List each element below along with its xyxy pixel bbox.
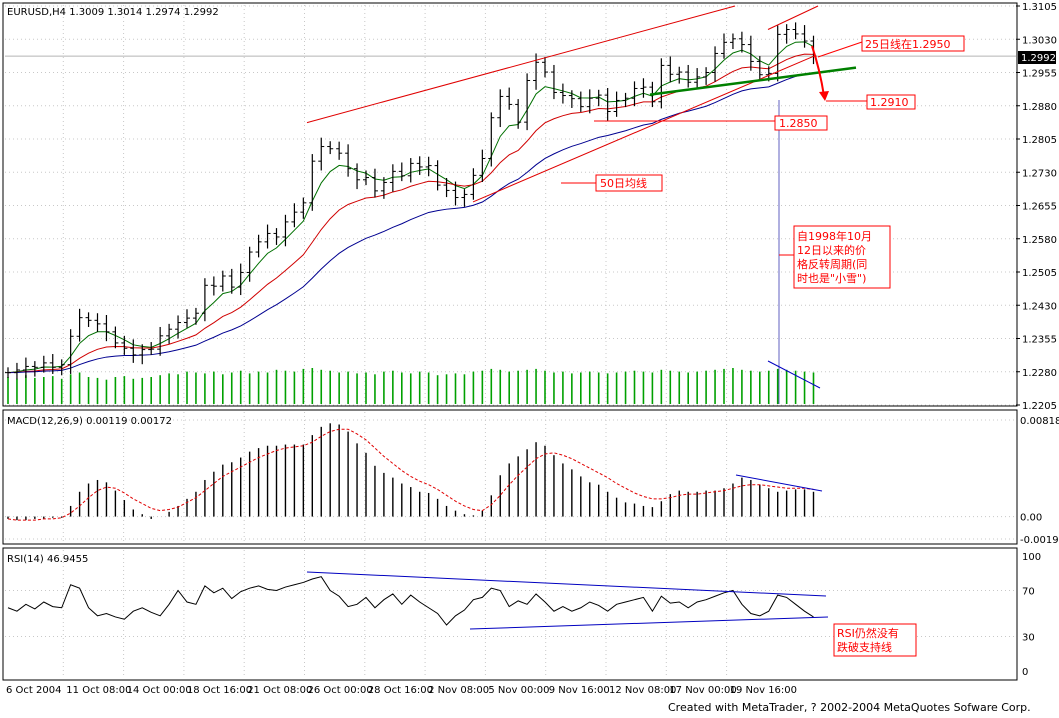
x-tick-label: 9 Nov 16:00 <box>549 685 610 696</box>
svg-text:时也是"小雪"): 时也是"小雪") <box>797 272 866 285</box>
price-y-tick-label: 1.3105 <box>1022 2 1057 13</box>
x-tick-label: 5 Nov 00:00 <box>488 685 549 696</box>
price-y-tick-label: 1.2730 <box>1022 168 1057 179</box>
svg-text:1.2850: 1.2850 <box>779 117 818 130</box>
price-y-tick-label: 1.2280 <box>1022 368 1057 379</box>
price-y-tick-label: 1.2955 <box>1022 69 1057 80</box>
macd-y-tick-label: 0.00 <box>1020 513 1042 524</box>
svg-text:跌破支持线: 跌破支持线 <box>837 640 892 654</box>
price-y-tick-label: 1.2805 <box>1022 135 1057 146</box>
price-y-tick-label: 1.3030 <box>1022 35 1057 46</box>
svg-text:RSI仍然没有: RSI仍然没有 <box>837 626 899 640</box>
footer-credit: Created with MetaTrader, ? 2002-2004 Met… <box>668 701 1031 714</box>
x-tick-label: 21 Oct 08:00 <box>247 685 312 696</box>
rsi-y-tick-label: 0 <box>1022 667 1028 678</box>
price-y-tick-label: 1.2205 <box>1022 401 1057 412</box>
metatrader-chart: EURUSD,H4 1.3009 1.3014 1.2974 1.2992 MA… <box>0 0 1059 714</box>
macd-y-tick-label: 0.00818 <box>1020 416 1059 427</box>
price-y-tick-label: 1.2655 <box>1022 202 1057 213</box>
price-y-tick-label: 1.2580 <box>1022 235 1057 246</box>
price-y-tick-label: 1.2505 <box>1022 268 1057 279</box>
x-tick-label: 17 Nov 00:00 <box>669 685 736 696</box>
annotation-cycle: 自1998年10月 12日以来的价 格反转周期(同 时也是"小雪") <box>779 226 890 288</box>
rsi-y-tick-label: 70 <box>1022 587 1035 598</box>
price-y-tick-label: 1.2880 <box>1022 102 1057 113</box>
macd-panel-title: MACD(12,26,9) 0.00119 0.00172 <box>7 416 172 427</box>
svg-text:1.2910: 1.2910 <box>870 96 909 109</box>
x-tick-label: 11 Oct 08:00 <box>66 685 131 696</box>
annotation-rsi: RSI仍然没有 跌破支持线 <box>834 624 916 656</box>
x-tick-label: 28 Oct 16:00 <box>368 685 433 696</box>
rsi-y-tick-label: 100 <box>1022 552 1041 563</box>
svg-text:格反转周期(同: 格反转周期(同 <box>797 257 867 271</box>
x-tick-label: 19 Nov 16:00 <box>730 685 797 696</box>
x-tick-label: 12 Nov 08:00 <box>609 685 676 696</box>
rsi-y-tick-label: 30 <box>1022 633 1035 644</box>
x-tick-label: 18 Oct 16:00 <box>187 685 252 696</box>
macd-y-tick-label: -0.0019 <box>1020 535 1059 546</box>
price-y-tick-label: 1.2355 <box>1022 335 1057 346</box>
price-panel-title: EURUSD,H4 1.3009 1.3014 1.2974 1.2992 <box>7 7 219 18</box>
x-tick-label: 6 Oct 2004 <box>6 685 61 696</box>
x-tick-label: 14 Oct 00:00 <box>127 685 192 696</box>
svg-text:12日以来的价: 12日以来的价 <box>797 243 866 257</box>
x-tick-label: 26 Oct 00:00 <box>308 685 373 696</box>
price-y-tick-label: 1.2430 <box>1022 301 1057 312</box>
svg-text:25日线在1.2950: 25日线在1.2950 <box>865 37 951 51</box>
rsi-panel-title: RSI(14) 46.9455 <box>7 554 88 565</box>
svg-text:50日均线: 50日均线 <box>600 176 647 190</box>
svg-text:自1998年10月: 自1998年10月 <box>797 229 872 243</box>
chart-svg: EURUSD,H4 1.3009 1.3014 1.2974 1.2992 MA… <box>0 0 1059 714</box>
x-tick-label: 2 Nov 08:00 <box>428 685 489 696</box>
current-price-label: 1.2992 <box>1021 53 1056 64</box>
